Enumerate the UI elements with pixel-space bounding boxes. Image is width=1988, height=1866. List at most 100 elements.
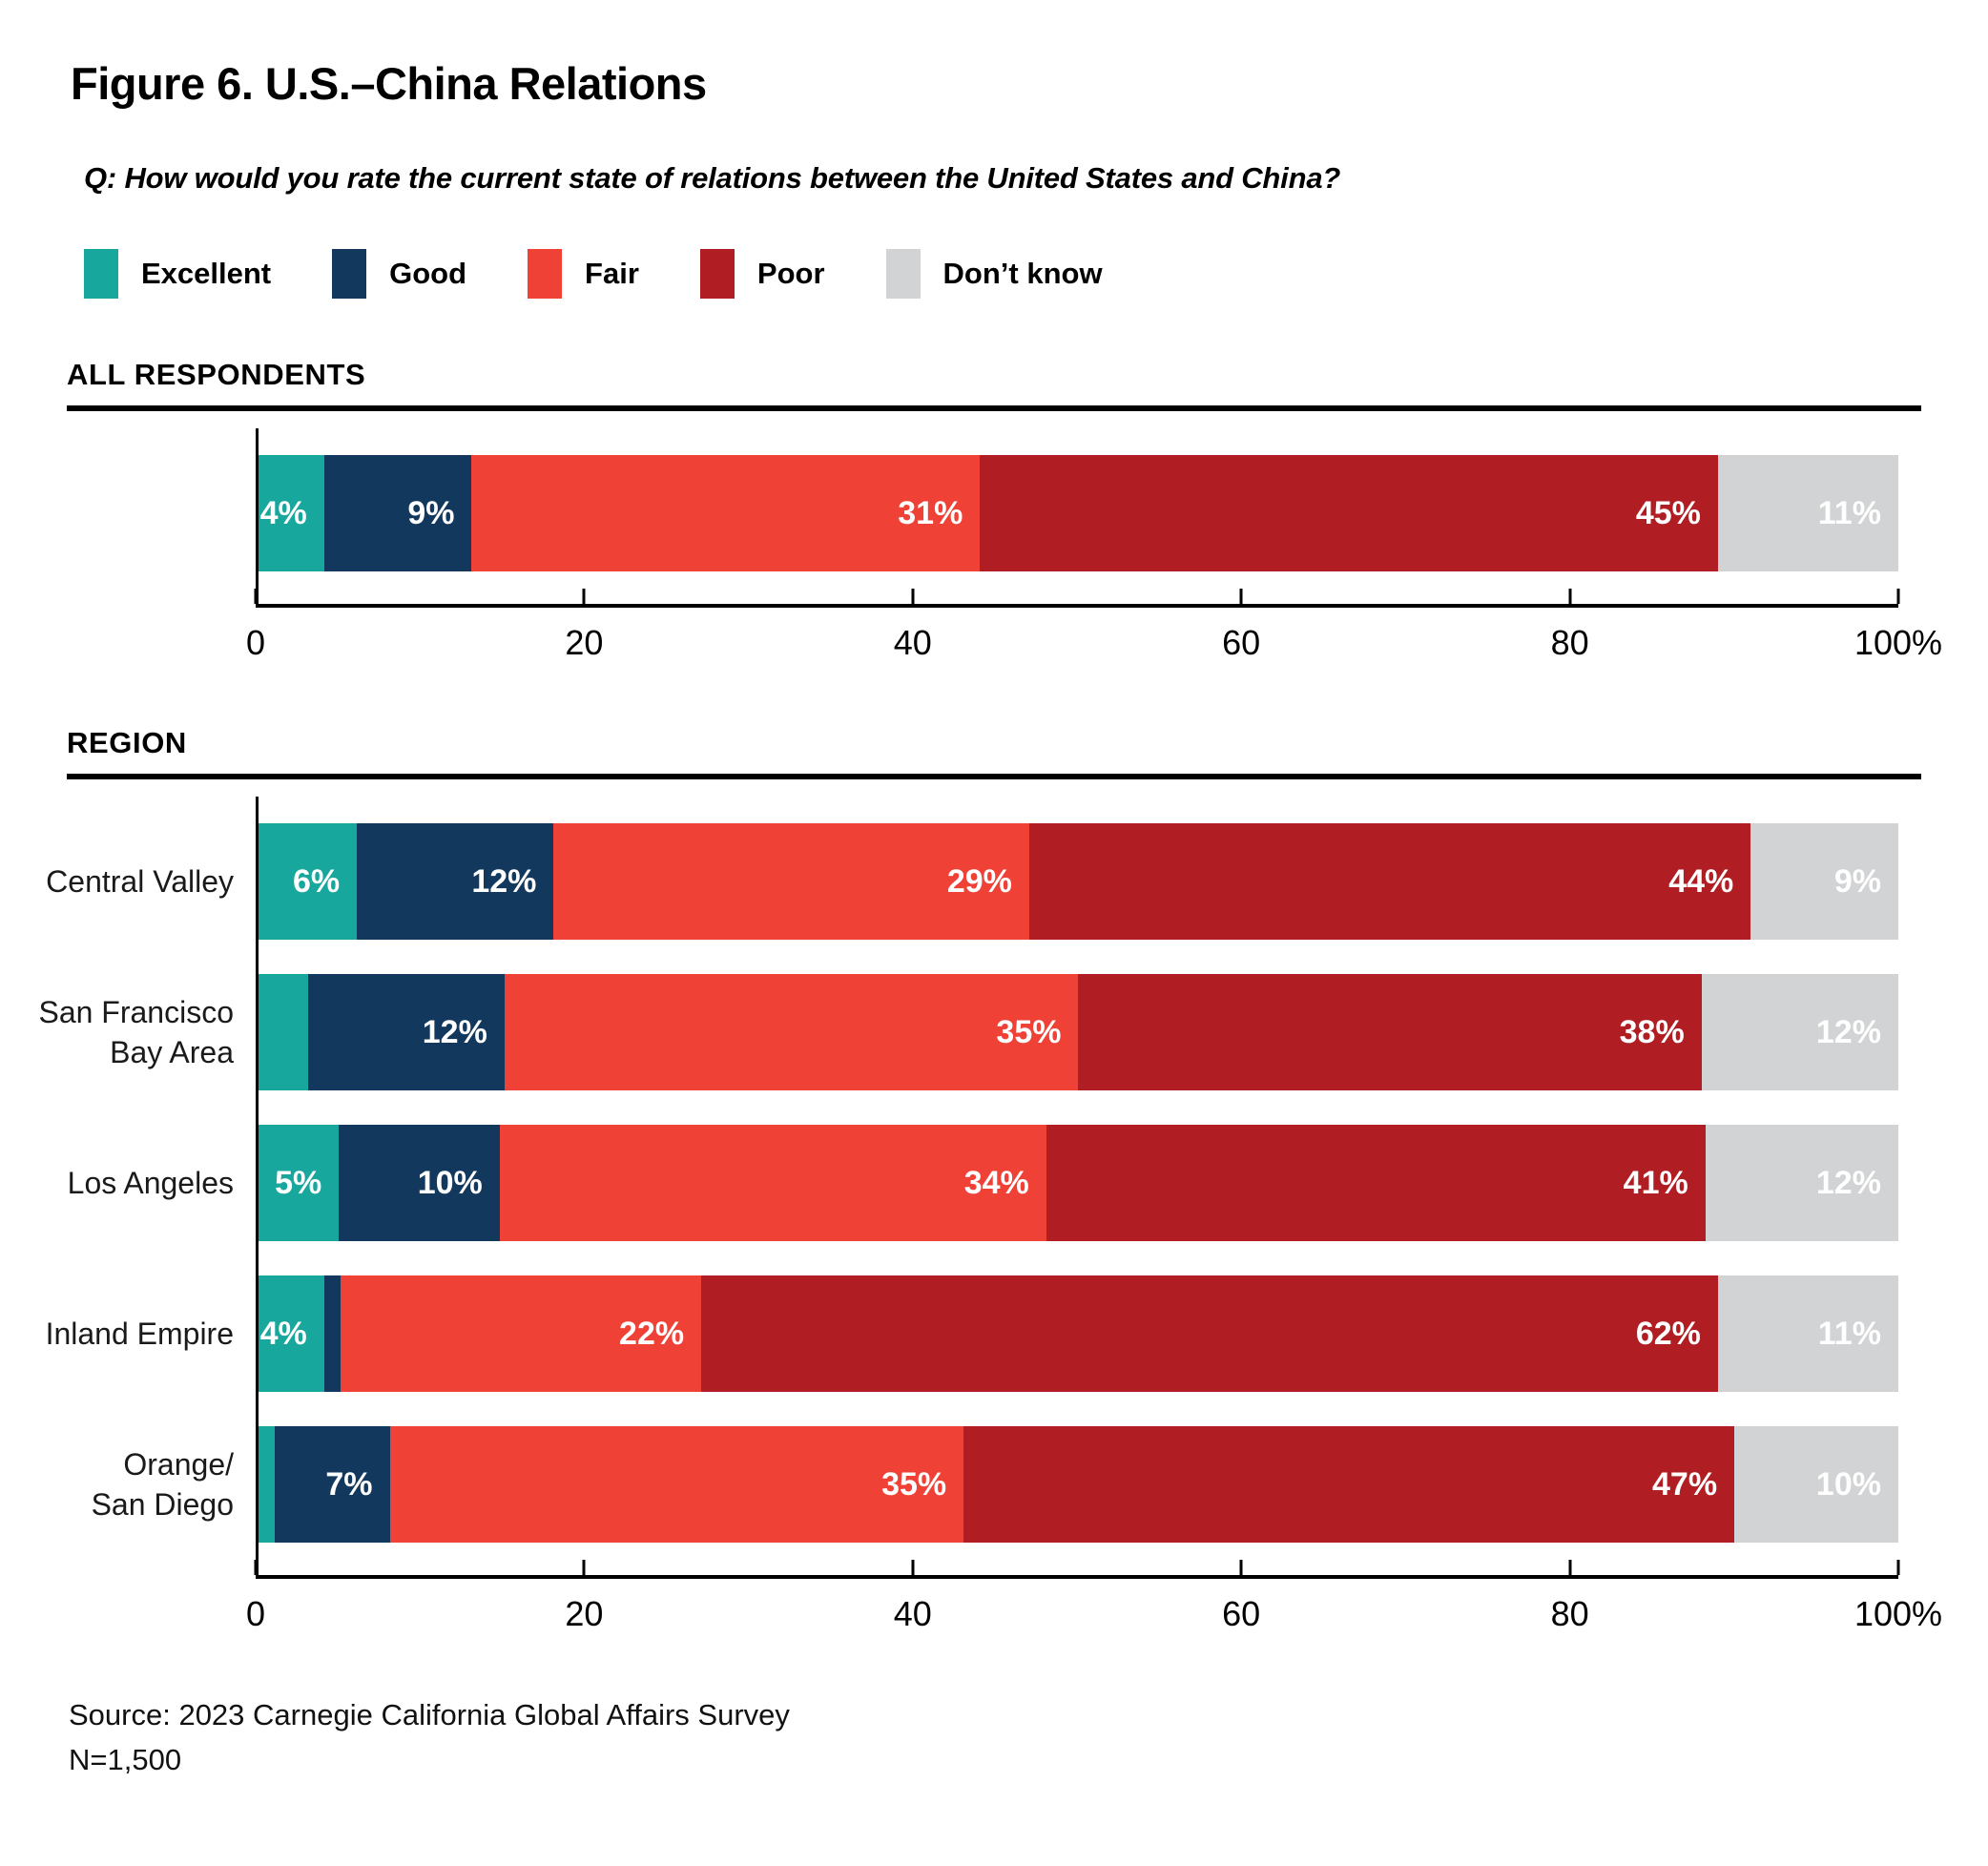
axis-tick	[582, 1560, 586, 1575]
bar-segment: 44%	[1028, 823, 1751, 940]
segment-label: 12%	[1815, 1013, 1881, 1050]
bar-segment: 5%	[259, 1125, 340, 1241]
x-axis-labels: 0 20 40 60 80 100%	[246, 1579, 1942, 1638]
stacked-bar-chart: Central Valley 6% 12% 29% 44% 9% San Francisco…	[38, 797, 1942, 1638]
segment-label: 35%	[996, 1013, 1062, 1050]
legend-label: Excellent	[141, 257, 272, 290]
axis-tick-label: 20	[565, 1594, 604, 1633]
axis-tick-label: 100%	[1853, 1594, 1943, 1633]
segment-label: 31%	[898, 494, 963, 531]
axis-tick-label: 60	[1222, 1594, 1261, 1633]
segment-label: 35%	[881, 1465, 947, 1503]
segment-label: 4%	[259, 1315, 307, 1352]
segment-label: 12%	[422, 1013, 487, 1050]
bar-segment: 10%	[1734, 1426, 1898, 1543]
row-label: Inland Empire	[45, 1316, 234, 1351]
bar-row: 4% 9% 31% 45% 11%	[259, 455, 1898, 571]
bar-segment: 12%	[357, 823, 554, 940]
section-rule	[67, 405, 1921, 411]
chart-sections: ALL RESPONDENTS 4% 9% 31% 45% 11% 0 20 40 60 80 100…	[38, 358, 1942, 1638]
legend-item: Poor	[699, 249, 825, 299]
stacked-bar-chart: 4% 9% 31% 45% 11% 0 20 40 60 80 100%	[67, 428, 1942, 667]
legend-swatch	[528, 249, 563, 299]
source-note: Source: 2023 Carnegie California Global …	[69, 1698, 790, 1731]
bar-segment	[259, 974, 308, 1090]
legend-label: Don’t know	[942, 257, 1103, 290]
legend-swatch	[332, 249, 367, 299]
axis-tick	[1896, 589, 1900, 604]
axis-tick	[1568, 1560, 1572, 1575]
bar-segment: 38%	[1078, 974, 1702, 1090]
bar-row: Inland Empire 4% 22% 62% 11%	[46, 1275, 1898, 1392]
axis-tick	[911, 1560, 915, 1575]
row-label: San Francisco Bay Area	[38, 994, 234, 1069]
segment-label: 5%	[275, 1164, 322, 1201]
bar-segment: 31%	[471, 455, 981, 571]
segment-label: 62%	[1635, 1315, 1701, 1352]
bar-segment: 11%	[1717, 455, 1898, 571]
axis-tick	[254, 1560, 258, 1575]
bar-segment: 10%	[339, 1125, 500, 1241]
axis-tick-label: 40	[893, 623, 932, 662]
bar-segment: 9%	[1750, 823, 1898, 940]
legend-item: Good	[332, 249, 466, 299]
axis-tick-label: 20	[565, 623, 604, 662]
bar-segment: 45%	[980, 455, 1718, 571]
bar-segment: 12%	[1705, 1125, 1898, 1241]
bar-segment: 34%	[499, 1125, 1046, 1241]
legend-item: Fair	[528, 249, 639, 299]
row-label: Central Valley	[46, 863, 234, 899]
plot-area: 4% 9% 31% 45% 11%	[254, 428, 1900, 608]
x-axis-labels: 0 20 40 60 80 100%	[246, 608, 1942, 667]
legend-label: Fair	[585, 257, 639, 290]
bar-segment: 41%	[1046, 1125, 1706, 1241]
segment-label: 7%	[325, 1465, 373, 1503]
segment-label: 12%	[471, 862, 537, 900]
axis-tick-label: 0	[245, 623, 266, 662]
bar-segment	[259, 1426, 276, 1543]
row-label: Orange/San Diego	[91, 1446, 234, 1522]
segment-label: 9%	[407, 494, 455, 531]
segment-label: 9%	[1833, 862, 1881, 900]
segment-label: 41%	[1623, 1164, 1688, 1201]
bar-segment: 4%	[259, 455, 324, 571]
segment-label: 44%	[1668, 862, 1734, 900]
axis-tick	[254, 589, 258, 604]
bar-segment: 9%	[323, 455, 472, 571]
legend-swatch	[885, 249, 921, 299]
bar-row: Orange/San Diego 7% 35% 47% 10%	[92, 1426, 1898, 1543]
bar-segment: 29%	[553, 823, 1029, 940]
figure-title: Figure 6. U.S.–China Relations	[71, 58, 707, 109]
figure-container: Figure 6. U.S.–China Relations Q: How wo…	[38, 58, 1942, 1776]
segment-label: 10%	[417, 1164, 483, 1201]
segment-label: 11%	[1817, 1315, 1881, 1352]
section-header: REGION	[67, 726, 187, 759]
bar-segment: 22%	[340, 1275, 702, 1392]
bar-segment: 11%	[1717, 1275, 1898, 1392]
bar-segment: 7%	[275, 1426, 390, 1543]
bar-row: Central Valley 6% 12% 29% 44% 9%	[46, 823, 1898, 940]
axis-tick	[1896, 1560, 1900, 1575]
row-label: Los Angeles	[67, 1165, 234, 1200]
legend-swatch	[699, 249, 735, 299]
axis-tick-label: 80	[1550, 1594, 1589, 1633]
axis-tick	[1239, 589, 1243, 604]
axis-tick	[911, 589, 915, 604]
segment-label: 45%	[1635, 494, 1701, 531]
axis-tick	[1239, 1560, 1243, 1575]
legend: Excellent Good Fair Poor Don’t know	[84, 249, 1921, 299]
segment-label: 34%	[963, 1164, 1029, 1201]
segment-label: 6%	[292, 862, 341, 900]
section-rule	[67, 774, 1921, 779]
bar-segment: 35%	[389, 1426, 964, 1543]
axis-tick	[582, 589, 586, 604]
axis-tick-label: 40	[893, 1594, 932, 1633]
legend-label: Good	[389, 257, 467, 290]
bar-segment: 4%	[259, 1275, 324, 1392]
legend-item: Don’t know	[885, 249, 1103, 299]
bar-segment: 6%	[259, 823, 358, 940]
legend-item: Excellent	[84, 249, 271, 299]
axis-tick-label: 100%	[1853, 623, 1943, 662]
bar-segment	[323, 1275, 341, 1392]
bar-segment: 35%	[504, 974, 1079, 1090]
